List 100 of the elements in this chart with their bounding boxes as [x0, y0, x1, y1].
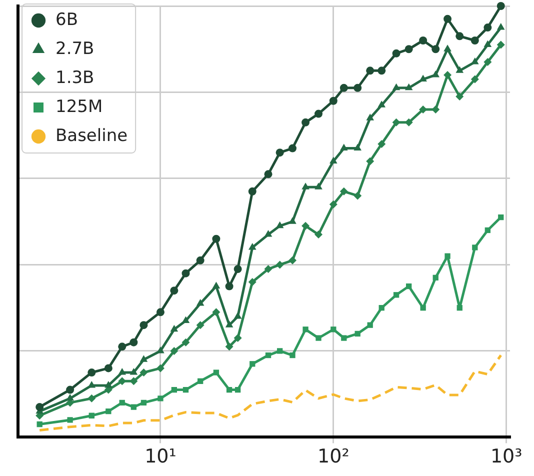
point — [432, 45, 440, 54]
point — [314, 230, 323, 239]
point — [118, 342, 126, 351]
point — [354, 84, 362, 92]
point — [432, 274, 438, 280]
point — [420, 305, 426, 311]
point — [484, 227, 491, 234]
point — [392, 83, 400, 90]
point — [444, 14, 452, 23]
point — [130, 404, 137, 410]
point — [250, 361, 256, 367]
point — [182, 316, 190, 324]
point — [316, 335, 322, 341]
point — [366, 66, 374, 75]
point — [484, 58, 492, 66]
point — [484, 24, 492, 32]
point — [471, 58, 479, 64]
point — [156, 346, 164, 354]
legend-label: Baseline — [56, 126, 128, 146]
point — [404, 45, 413, 54]
point — [130, 377, 138, 386]
point — [302, 182, 310, 190]
point — [234, 386, 241, 393]
point — [130, 368, 138, 375]
point — [404, 83, 413, 90]
point — [290, 352, 296, 358]
point — [118, 377, 126, 386]
point — [498, 214, 504, 220]
point — [276, 260, 284, 269]
point — [354, 144, 362, 151]
point — [354, 330, 360, 337]
point — [314, 110, 323, 118]
point — [118, 368, 126, 375]
point — [170, 324, 178, 332]
x-tick-label: 10² — [318, 446, 350, 468]
legend-label: 2.7B — [56, 38, 94, 59]
point — [171, 386, 177, 393]
point — [444, 253, 450, 259]
point — [378, 140, 386, 148]
point — [196, 299, 204, 306]
point — [406, 283, 412, 290]
point — [340, 144, 348, 151]
point — [248, 242, 256, 250]
point — [378, 66, 386, 75]
point — [367, 322, 373, 328]
point — [393, 292, 400, 298]
point — [340, 187, 348, 196]
point — [354, 192, 362, 200]
point — [234, 312, 242, 319]
point — [432, 105, 440, 114]
point — [182, 269, 190, 278]
point — [276, 148, 284, 157]
point — [496, 40, 505, 49]
legend-label: 1.3B — [56, 68, 94, 88]
point — [366, 157, 374, 166]
point — [341, 335, 347, 341]
point — [419, 74, 427, 82]
x-tick-label: 10¹ — [144, 446, 176, 468]
point — [378, 100, 386, 108]
x-tick-label: 10³ — [490, 446, 522, 468]
point — [130, 338, 138, 346]
point — [170, 286, 178, 295]
point — [444, 44, 452, 52]
point — [432, 70, 440, 78]
point — [484, 40, 492, 48]
point — [392, 49, 400, 58]
point — [248, 187, 256, 196]
point — [106, 408, 112, 414]
point — [404, 118, 413, 126]
point — [470, 75, 479, 84]
point — [288, 144, 296, 152]
point — [314, 182, 322, 190]
point — [288, 217, 296, 224]
point — [182, 386, 189, 393]
legend-label: 6B — [56, 10, 78, 30]
point — [276, 221, 284, 228]
point — [496, 23, 505, 30]
point — [366, 114, 374, 120]
point — [288, 256, 296, 264]
point — [196, 321, 204, 330]
point — [392, 118, 400, 126]
point — [104, 364, 112, 372]
point — [119, 400, 125, 406]
point — [104, 380, 112, 388]
point — [156, 364, 164, 372]
point — [302, 118, 310, 126]
point — [444, 70, 452, 79]
point — [158, 396, 164, 402]
point — [170, 346, 178, 355]
point — [472, 244, 478, 250]
point — [248, 278, 256, 286]
point — [198, 378, 204, 384]
point — [496, 2, 505, 10]
point — [302, 222, 310, 230]
point — [470, 36, 479, 44]
point — [156, 308, 164, 316]
point — [182, 338, 190, 346]
point — [234, 334, 242, 342]
point — [302, 326, 308, 332]
point — [234, 265, 242, 274]
